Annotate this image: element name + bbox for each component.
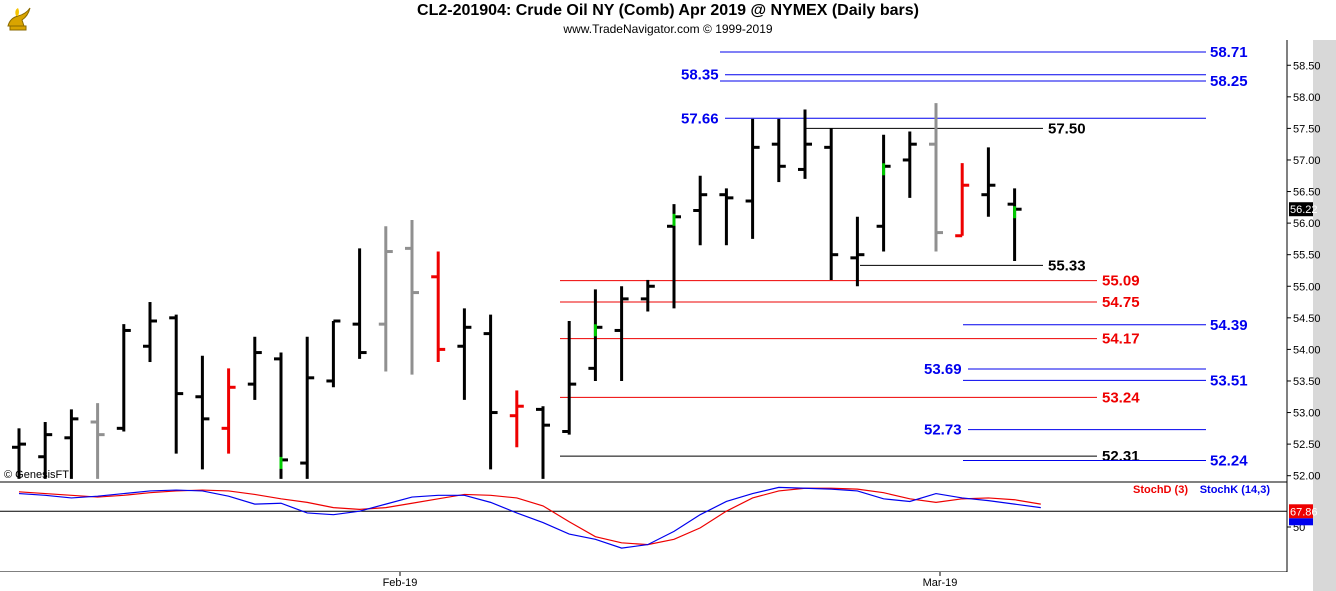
ohlc-bar (719, 188, 734, 246)
ohlc-bar (352, 248, 367, 359)
price-bars (12, 103, 1022, 479)
ohlc-bar (195, 355, 210, 470)
ohlc-bar (771, 118, 786, 183)
y-tick-label: 56.00 (1293, 218, 1321, 230)
ohlc-bar (536, 406, 550, 479)
ohlc-bar (876, 134, 891, 252)
last-price-box (1289, 202, 1313, 217)
y-tick-label: 53.50 (1293, 376, 1321, 388)
y-tick-label: 57.50 (1293, 123, 1321, 135)
ohlc-bar (378, 226, 393, 372)
ohlc-bar (902, 131, 917, 198)
ohlc-bar (640, 279, 655, 312)
ohlc-bar (405, 219, 419, 375)
ohlc-bar (169, 314, 184, 454)
y-tick-label: 54.00 (1293, 344, 1321, 356)
price-levels: 58.71 58.35 58.25 57.66 57.50 55.33 55.09 54.75… (560, 44, 1248, 470)
ohlc-bar (247, 336, 262, 400)
time-axis (0, 572, 1287, 591)
stoch-line-0 (18, 487, 1041, 546)
level-label: 58.35 (681, 67, 719, 84)
y-tick-label: 55.50 (1293, 250, 1321, 262)
ohlc-bar (824, 128, 839, 280)
level-label: 57.50 (1048, 120, 1086, 137)
stoch-legend-0: StochD (3) (1133, 484, 1188, 496)
chart-subtitle: www.TradeNavigator.com © 1999-2019 (563, 22, 773, 36)
stoch-line-1 (18, 486, 1041, 549)
stoch-readout-label: 67.86 (1290, 506, 1318, 518)
level-label: 53.51 (1210, 372, 1248, 389)
y-tick-label: 55.00 (1293, 281, 1321, 293)
y-tick-label: 52.50 (1293, 439, 1321, 451)
lamp-logo-icon (4, 2, 34, 34)
level-label: 53.69 (924, 361, 962, 378)
level-label: 57.66 (681, 110, 719, 127)
ohlc-bar (431, 251, 446, 363)
level-label: 54.39 (1210, 317, 1248, 334)
y-tick-label: 54.50 (1293, 313, 1321, 325)
ohlc-bar (562, 320, 577, 435)
y-tick-label: 58.50 (1293, 60, 1321, 72)
level-label: 52.24 (1210, 453, 1248, 470)
ohlc-bar (955, 163, 970, 238)
y-tick-label: 56.50 (1293, 187, 1321, 199)
y-tick-label: 52.00 (1293, 471, 1321, 483)
ohlc-bar (850, 216, 865, 287)
ohlc-bar (90, 403, 105, 479)
stoch-readout-box (1289, 504, 1313, 519)
level-label: 58.25 (1210, 73, 1248, 90)
level-label: 58.71 (1210, 44, 1248, 61)
level-label: 54.75 (1102, 294, 1140, 311)
ohlc-bar (143, 302, 157, 363)
ohlc-bar (483, 314, 498, 470)
ohlc-bar (929, 103, 943, 252)
ohlc-bar (509, 390, 524, 448)
y-tick-label: 57.00 (1293, 155, 1321, 167)
level-label: 55.33 (1048, 257, 1086, 274)
ohlc-bar (798, 109, 812, 179)
level-label: 53.24 (1102, 389, 1140, 406)
ohlc-bar (221, 368, 236, 454)
x-tick-label: Mar-19 (923, 577, 958, 589)
ohlc-bar (1007, 188, 1022, 261)
watermark: © GenesisFT (4, 469, 69, 481)
ohlc-bar (116, 324, 131, 432)
level-label: 55.09 (1102, 273, 1140, 290)
ohlc-bar (745, 118, 760, 239)
ohlc-bar (64, 409, 79, 479)
ohlc-bar (614, 286, 629, 381)
chart-header: CL2-201904: Crude Oil NY (Comb) Apr 2019… (0, 0, 1336, 40)
ohlc-bar (12, 428, 26, 479)
level-label: 52.31 (1102, 448, 1140, 465)
price-axis: 52.00 52.50 53.00 53.50 54.00 54.50 55.00 55.50… (383, 60, 1321, 589)
level-label: 54.17 (1102, 331, 1140, 348)
stoch-readout-box-k (1289, 518, 1313, 526)
y-tick-label: 53.00 (1293, 408, 1321, 420)
ohlc-bar (457, 308, 472, 400)
ohlc-bar (667, 204, 681, 309)
chart-title: CL2-201904: Crude Oil NY (Comb) Apr 2019… (417, 2, 919, 19)
ohlc-bar (300, 336, 315, 479)
ohlc-bar (326, 319, 341, 388)
scrollbar[interactable] (1313, 40, 1336, 591)
last-price-label: 56.22 (1290, 204, 1318, 216)
ohlc-bar (38, 422, 53, 479)
level-label: 52.73 (924, 422, 962, 439)
ohlc-bar (981, 147, 996, 217)
y-tick-label: 58.00 (1293, 92, 1321, 104)
ohlc-bar (693, 175, 708, 246)
stoch-legend-1: StochK (14,3) (1200, 484, 1271, 496)
ohlc-bar (274, 352, 288, 479)
ohlc-bar (588, 289, 603, 381)
chart-frame (0, 40, 1336, 591)
x-tick-label: Feb-19 (383, 577, 418, 589)
